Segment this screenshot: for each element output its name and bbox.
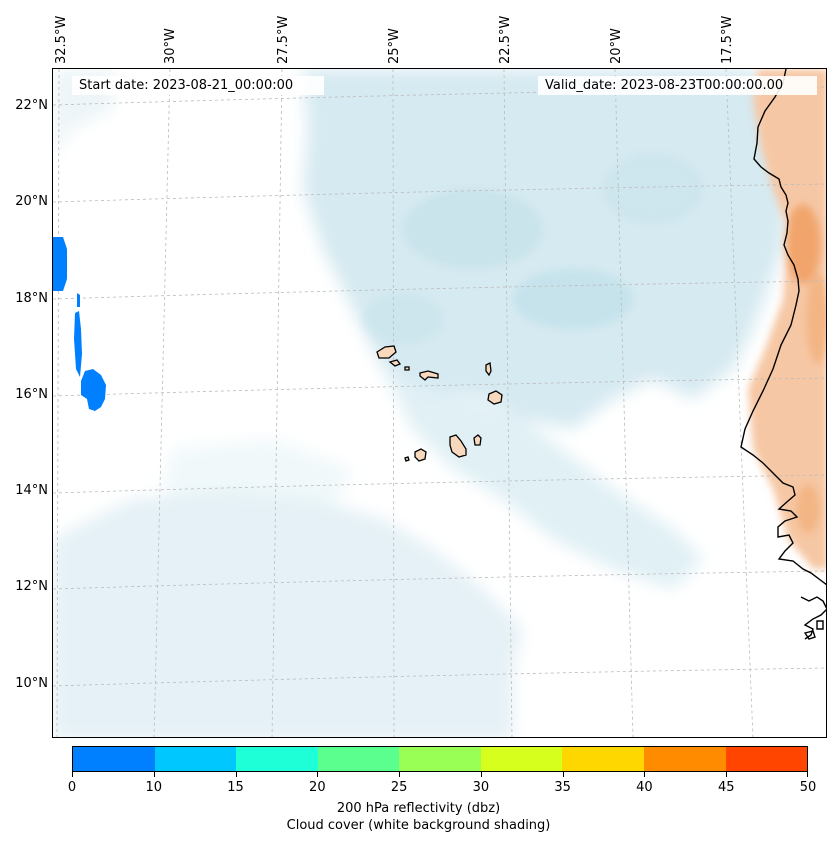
colorbar-tick <box>235 772 237 777</box>
colorbar-tick <box>317 772 319 777</box>
meridian-line <box>503 69 513 737</box>
meridian-line <box>271 69 283 737</box>
map-canvas[interactable] <box>53 69 827 738</box>
island-sao-nicolau <box>419 370 439 381</box>
colorbar-segment <box>236 747 318 771</box>
cloud-wisps <box>363 154 703 344</box>
coastline <box>740 69 826 640</box>
lat-label-16n: 16°N <box>15 387 48 402</box>
colorbar-sublabel: Cloud cover (white background shading) <box>286 818 551 833</box>
island-fogo <box>414 448 427 462</box>
meridian-line <box>614 69 634 737</box>
reflectivity-cell <box>81 369 106 411</box>
coastline-africa <box>740 69 826 586</box>
island-sao-vicente <box>388 359 402 367</box>
land-heat-core <box>806 274 826 364</box>
lat-label-14n: 14°N <box>15 483 48 498</box>
lat-label-18n: 18°N <box>15 291 48 306</box>
cloud-band-north <box>303 69 793 429</box>
lon-label-32-5w: 32.5°W <box>54 15 69 64</box>
colorbar-tick <box>562 772 564 777</box>
map-panel[interactable] <box>52 68 827 738</box>
lon-label-30w: 30°W <box>163 28 178 64</box>
cloud-wisp <box>403 189 543 269</box>
colorbar-tick <box>644 772 646 777</box>
lat-label-10n: 10°N <box>15 676 48 691</box>
island-brava <box>404 456 410 462</box>
coastline-bijagos <box>803 630 816 640</box>
colorbar-tick <box>726 772 728 777</box>
lon-label-20w: 20°W <box>609 28 624 64</box>
parallel-line <box>53 474 826 494</box>
colorbar-segment <box>480 747 563 771</box>
land-heat-region <box>748 69 826 569</box>
meridian-line <box>392 69 395 737</box>
island-sal <box>485 362 492 377</box>
colorbar-tick-label: 15 <box>227 780 244 795</box>
parallel-line <box>53 86 826 106</box>
colorbar-segment <box>562 747 644 771</box>
reflectivity-cell <box>77 293 80 307</box>
parallel-line <box>53 667 826 687</box>
cloud-wisp <box>513 269 633 329</box>
cape-verde-islands <box>376 345 503 462</box>
lon-label-22-5w: 22.5°W <box>498 15 513 64</box>
colorbar-tick-label: 45 <box>717 780 735 795</box>
parallel-line <box>53 570 826 590</box>
cloud-patch-mid <box>163 439 353 509</box>
island-santiago <box>449 434 467 458</box>
colorbar-segment <box>643 747 726 771</box>
island-santa-luzia <box>404 366 410 371</box>
colorbar-tick-label: 20 <box>309 780 326 795</box>
island-boa-vista <box>487 390 503 405</box>
cloud-band-southwest <box>53 489 523 737</box>
lon-label-17-5w: 17.5°W <box>720 15 735 64</box>
parallel-line <box>53 280 826 300</box>
colorbar-tick <box>153 772 155 777</box>
colorbar-segment <box>73 747 155 771</box>
colorbar-segment <box>154 747 237 771</box>
coastline-bijagos <box>816 620 824 630</box>
colorbar-tick-label: 10 <box>145 780 163 795</box>
colorbar-tick-label: 25 <box>390 780 408 795</box>
colorbar-label: 200 hPa reflectivity (dbz) <box>336 801 501 816</box>
island-maio <box>473 434 482 446</box>
reflectivity-cell <box>74 311 82 377</box>
lat-label-20n: 20°N <box>15 194 48 209</box>
meridian-line <box>56 69 60 737</box>
lat-label-22n: 22°N <box>15 98 48 113</box>
colorbar-tick-label: 40 <box>636 780 653 795</box>
colorbar-tick <box>480 772 482 777</box>
parallel-line <box>53 183 826 203</box>
lat-label-12n: 12°N <box>15 579 48 594</box>
cloud-wisp <box>603 154 703 224</box>
meridian-line <box>153 69 171 737</box>
colorbar-tick <box>399 772 401 777</box>
land-shading <box>748 69 826 569</box>
reflectivity-cell <box>53 237 67 291</box>
start-date-label: Start date: 2023-08-21_00:00:00 <box>72 76 324 95</box>
colorbar-tick <box>807 772 808 777</box>
reflectivity-colorbar <box>72 746 808 772</box>
colorbar-segment <box>399 747 481 771</box>
parallel-line <box>53 377 826 397</box>
colorbar-tick-label: 50 <box>799 780 817 795</box>
colorbar-segment <box>725 747 808 771</box>
land-heat-core <box>796 484 820 534</box>
colorbar-tick <box>72 772 73 777</box>
cloud-wisp <box>363 294 443 344</box>
lon-label-27-5w: 27.5°W <box>276 15 291 64</box>
meridian-line <box>725 69 754 737</box>
colorbar-tick-label: 35 <box>554 780 571 795</box>
reflectivity-echoes <box>53 237 106 411</box>
lon-label-25w: 25°W <box>387 28 402 64</box>
valid-date-label: Valid_date: 2023-08-23T00:00:00.00 <box>538 76 817 95</box>
graticule <box>53 69 826 737</box>
cloud-band-south <box>383 369 703 589</box>
colorbar-segment <box>317 747 400 771</box>
island-santo-antao <box>376 345 397 359</box>
land-heat-core <box>785 204 821 284</box>
colorbar-tick-label: 0 <box>67 780 77 795</box>
colorbar-tick-label: 30 <box>472 780 490 795</box>
